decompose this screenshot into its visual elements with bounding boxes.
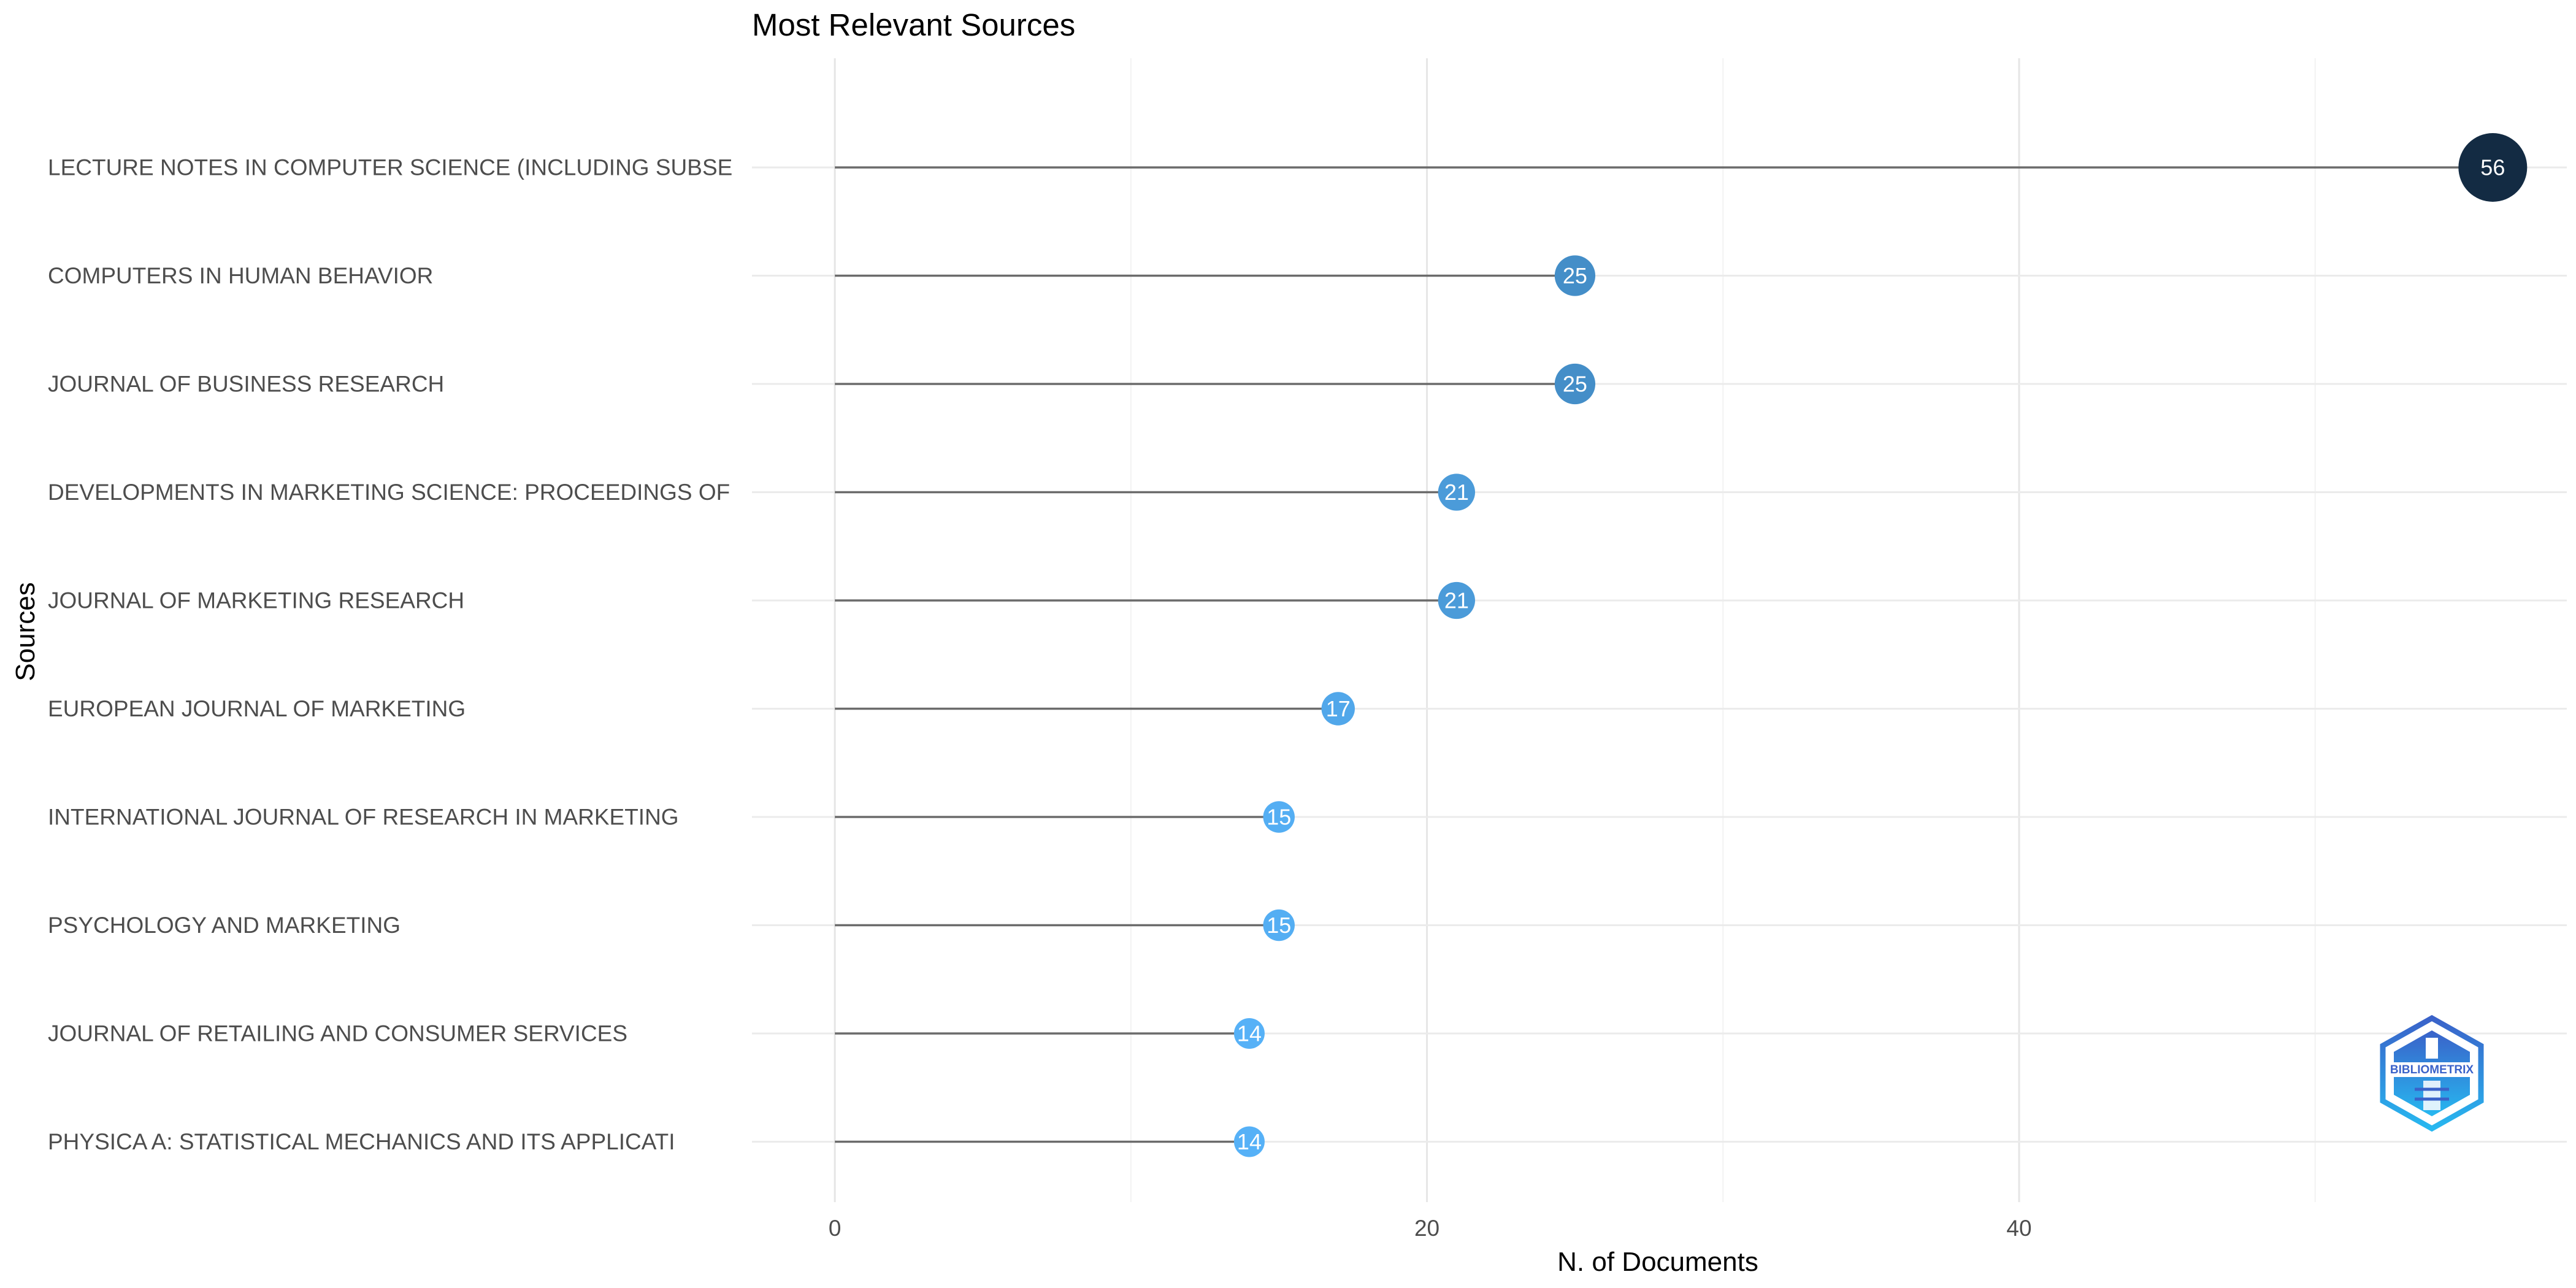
- grid: [752, 58, 2567, 1202]
- data-label: 56: [2480, 155, 2505, 180]
- data-label: 15: [1267, 913, 1291, 938]
- x-axis-label: N. of Documents: [1557, 1247, 1758, 1277]
- data-label: 21: [1444, 588, 1469, 613]
- lollipop-point: [1263, 801, 1295, 833]
- lollipop-point: [1554, 255, 1596, 296]
- data-label: 25: [1563, 263, 1587, 288]
- chart-title: Most Relevant Sources: [752, 7, 1075, 42]
- data-label: 25: [1563, 372, 1587, 397]
- data-label: 15: [1267, 805, 1291, 830]
- bibliometrix-logo: BIBLIOMETRIX: [2380, 1014, 2484, 1132]
- data-label: 14: [1237, 1021, 1262, 1046]
- y-tick-label: EUROPEAN JOURNAL OF MARKETING: [48, 696, 466, 721]
- data-label: 17: [1326, 696, 1351, 721]
- lollipop-point: [1321, 692, 1355, 726]
- y-tick-label: JOURNAL OF MARKETING RESEARCH: [48, 588, 464, 613]
- data-label: 14: [1237, 1129, 1262, 1154]
- x-tick-label: 0: [829, 1216, 841, 1241]
- x-tick-label: 40: [2006, 1216, 2031, 1241]
- lollipops: 56 25 25 21 21 17 15 15 14 14: [835, 133, 2528, 1157]
- y-tick-label: JOURNAL OF RETAILING AND CONSUMER SERVIC…: [48, 1021, 627, 1046]
- y-axis-labels: LECTURE NOTES IN COMPUTER SCIENCE (INCLU…: [48, 155, 732, 1155]
- lollipop-point: [2458, 133, 2528, 202]
- lollipop-point: [1233, 1018, 1265, 1049]
- y-tick-label: COMPUTERS IN HUMAN BEHAVIOR: [48, 263, 433, 288]
- logo-text: BIBLIOMETRIX: [2390, 1064, 2474, 1076]
- lollipop-point: [1438, 581, 1476, 619]
- y-tick-label: PSYCHOLOGY AND MARKETING: [48, 913, 401, 938]
- x-tick-label: 20: [1414, 1216, 1439, 1241]
- y-tick-label: DEVELOPMENTS IN MARKETING SCIENCE: PROCE…: [48, 480, 730, 505]
- lollipop-point: [1263, 909, 1295, 941]
- data-label: 21: [1444, 480, 1469, 505]
- y-axis-label: Sources: [10, 582, 40, 681]
- y-tick-label: PHYSICA A: STATISTICAL MECHANICS AND ITS…: [48, 1129, 675, 1154]
- y-tick-label: JOURNAL OF BUSINESS RESEARCH: [48, 372, 444, 397]
- lollipop-point: [1233, 1126, 1265, 1157]
- lollipop-point: [1554, 363, 1596, 405]
- lollipop-point: [1438, 473, 1476, 511]
- y-tick-label: LECTURE NOTES IN COMPUTER SCIENCE (INCLU…: [48, 155, 732, 180]
- y-tick-label: INTERNATIONAL JOURNAL OF RESEARCH IN MAR…: [48, 805, 679, 830]
- x-axis-ticks: 0 20 40: [829, 1216, 2032, 1241]
